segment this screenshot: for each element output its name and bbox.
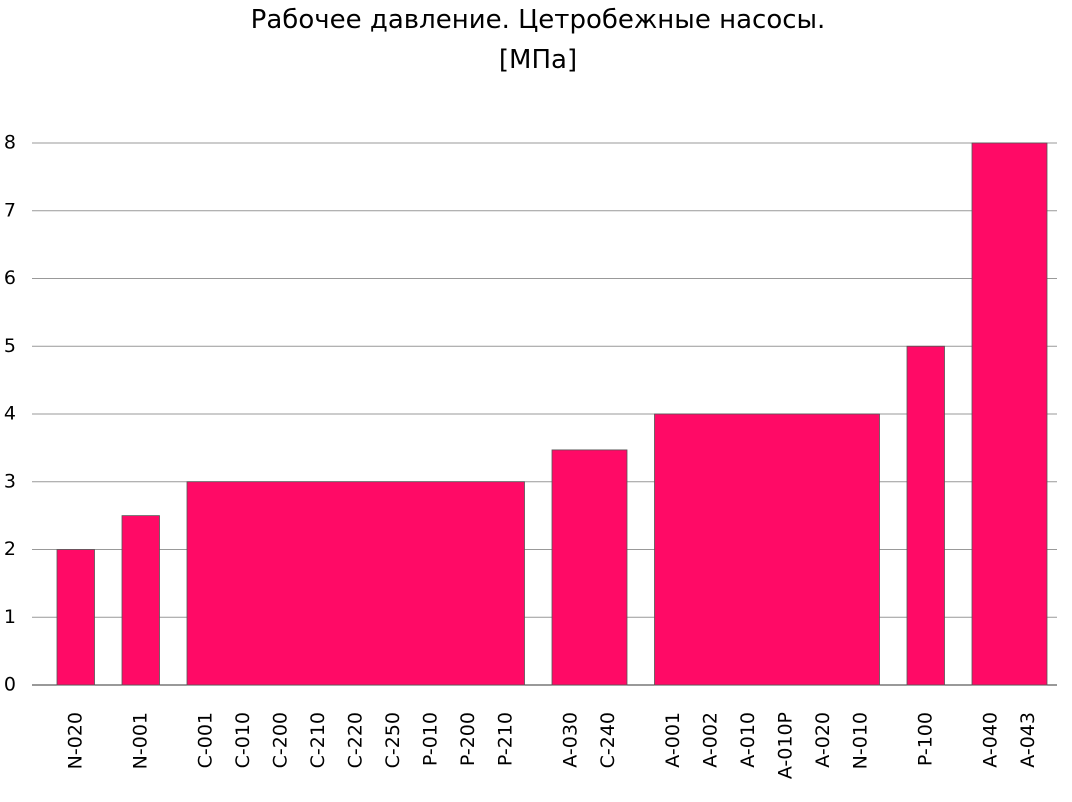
bar <box>971 142 1048 686</box>
y-tick-label: 8 <box>4 132 16 154</box>
x-tick-label: A-010P <box>774 712 796 779</box>
x-tick-label: N-010 <box>849 712 871 769</box>
y-tick-label: 2 <box>4 538 16 560</box>
x-tick-label: N-020 <box>64 712 86 769</box>
x-tick-label: P-210 <box>494 712 516 766</box>
bar <box>906 345 945 686</box>
y-tick-label: 6 <box>4 267 16 289</box>
x-tick-label: N-001 <box>129 712 151 769</box>
x-tick-label: A-020 <box>812 712 834 768</box>
y-tick-label: 0 <box>4 674 16 696</box>
x-tick-label: A-010 <box>737 712 759 768</box>
y-tick-label: 1 <box>4 606 16 628</box>
bar <box>654 413 880 686</box>
x-tick-label: C-001 <box>194 712 216 768</box>
x-tick-label: C-220 <box>344 712 366 768</box>
x-tick-label: A-001 <box>662 712 684 768</box>
bar <box>56 549 95 686</box>
y-tick-label: 4 <box>4 403 16 425</box>
y-tick-label: 3 <box>4 470 16 492</box>
x-tick-label: A-030 <box>559 712 581 768</box>
x-tick-label: C-200 <box>269 712 291 768</box>
y-tick-label: 5 <box>4 335 16 357</box>
x-tick-label: C-210 <box>307 712 329 768</box>
bar <box>121 515 160 686</box>
chart-subtitle: [МПа] <box>499 45 577 75</box>
x-tick-label: P-100 <box>914 712 936 766</box>
x-tick-label: P-200 <box>457 712 479 766</box>
x-tick-label: C-250 <box>382 712 404 768</box>
x-tick-label: P-010 <box>419 712 441 766</box>
chart-title: Рабочее давление. Цетробежные насосы. <box>251 5 826 35</box>
bar <box>551 449 628 686</box>
x-tick-label: C-240 <box>597 712 619 768</box>
bar <box>186 481 525 686</box>
x-tick-label: C-010 <box>232 712 254 768</box>
x-tick-label: A-002 <box>699 712 721 768</box>
y-tick-label: 7 <box>4 199 16 221</box>
x-tick-label: A-040 <box>979 712 1001 768</box>
x-tick-label: A-043 <box>1017 712 1039 768</box>
